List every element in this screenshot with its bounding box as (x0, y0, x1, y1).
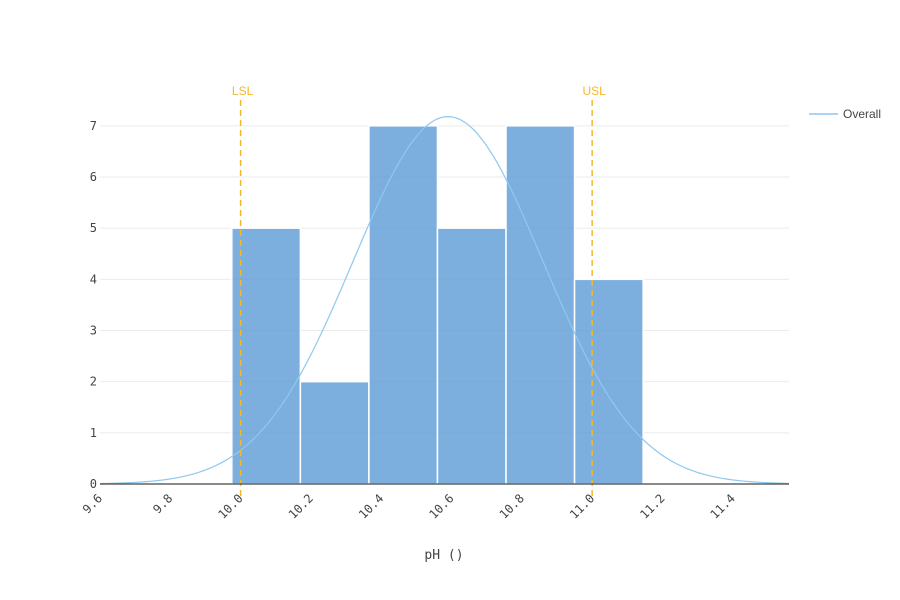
y-tick-labels: 0 1 2 3 4 5 6 7 (90, 119, 97, 491)
x-tick-labels: 9.6 9.8 10.0 10.2 10.4 10.6 10.8 11.0 11.2 11.4 (80, 491, 738, 521)
x-tick-label-9.6: 9.6 (80, 491, 105, 516)
histogram-bar-1[interactable] (231, 227, 302, 485)
y-tick-label-6: 6 (90, 170, 97, 184)
spec-label-usl: USL (582, 84, 606, 98)
y-tick-label-1: 1 (90, 426, 97, 440)
histogram-bar-4[interactable] (436, 227, 507, 485)
spec-label-lsl: LSL (232, 84, 254, 98)
y-tick-label-5: 5 (90, 221, 97, 235)
y-tick-label-3: 3 (90, 323, 97, 337)
histogram-bar-5[interactable] (505, 125, 576, 485)
spec-limits: LSL USL (232, 84, 606, 500)
x-axis-title: pH () (424, 548, 463, 563)
x-tick-label-11.2: 11.2 (637, 491, 667, 521)
y-tick-label-7: 7 (90, 119, 97, 133)
histogram-bar-2[interactable] (299, 380, 370, 485)
legend[interactable]: Overall (809, 107, 881, 121)
x-tick-label-10.4: 10.4 (356, 491, 386, 521)
curves (99, 116, 790, 485)
histogram-bar-3[interactable] (368, 125, 439, 485)
y-tick-label-0: 0 (90, 477, 97, 491)
curve-overall (99, 116, 790, 485)
y-tick-label-4: 4 (90, 272, 97, 286)
x-tick-label-10.2: 10.2 (286, 491, 316, 521)
histogram-bars (231, 125, 644, 485)
histogram-bar-6[interactable] (573, 278, 644, 485)
legend-label-overall[interactable]: Overall (843, 107, 881, 121)
y-tick-label-2: 2 (90, 375, 97, 389)
x-tick-label-10.6: 10.6 (426, 491, 456, 521)
x-tick-label-10.8: 10.8 (497, 491, 527, 521)
x-tick-label-11.4: 11.4 (708, 491, 738, 521)
x-tick-label-9.8: 9.8 (150, 491, 175, 516)
